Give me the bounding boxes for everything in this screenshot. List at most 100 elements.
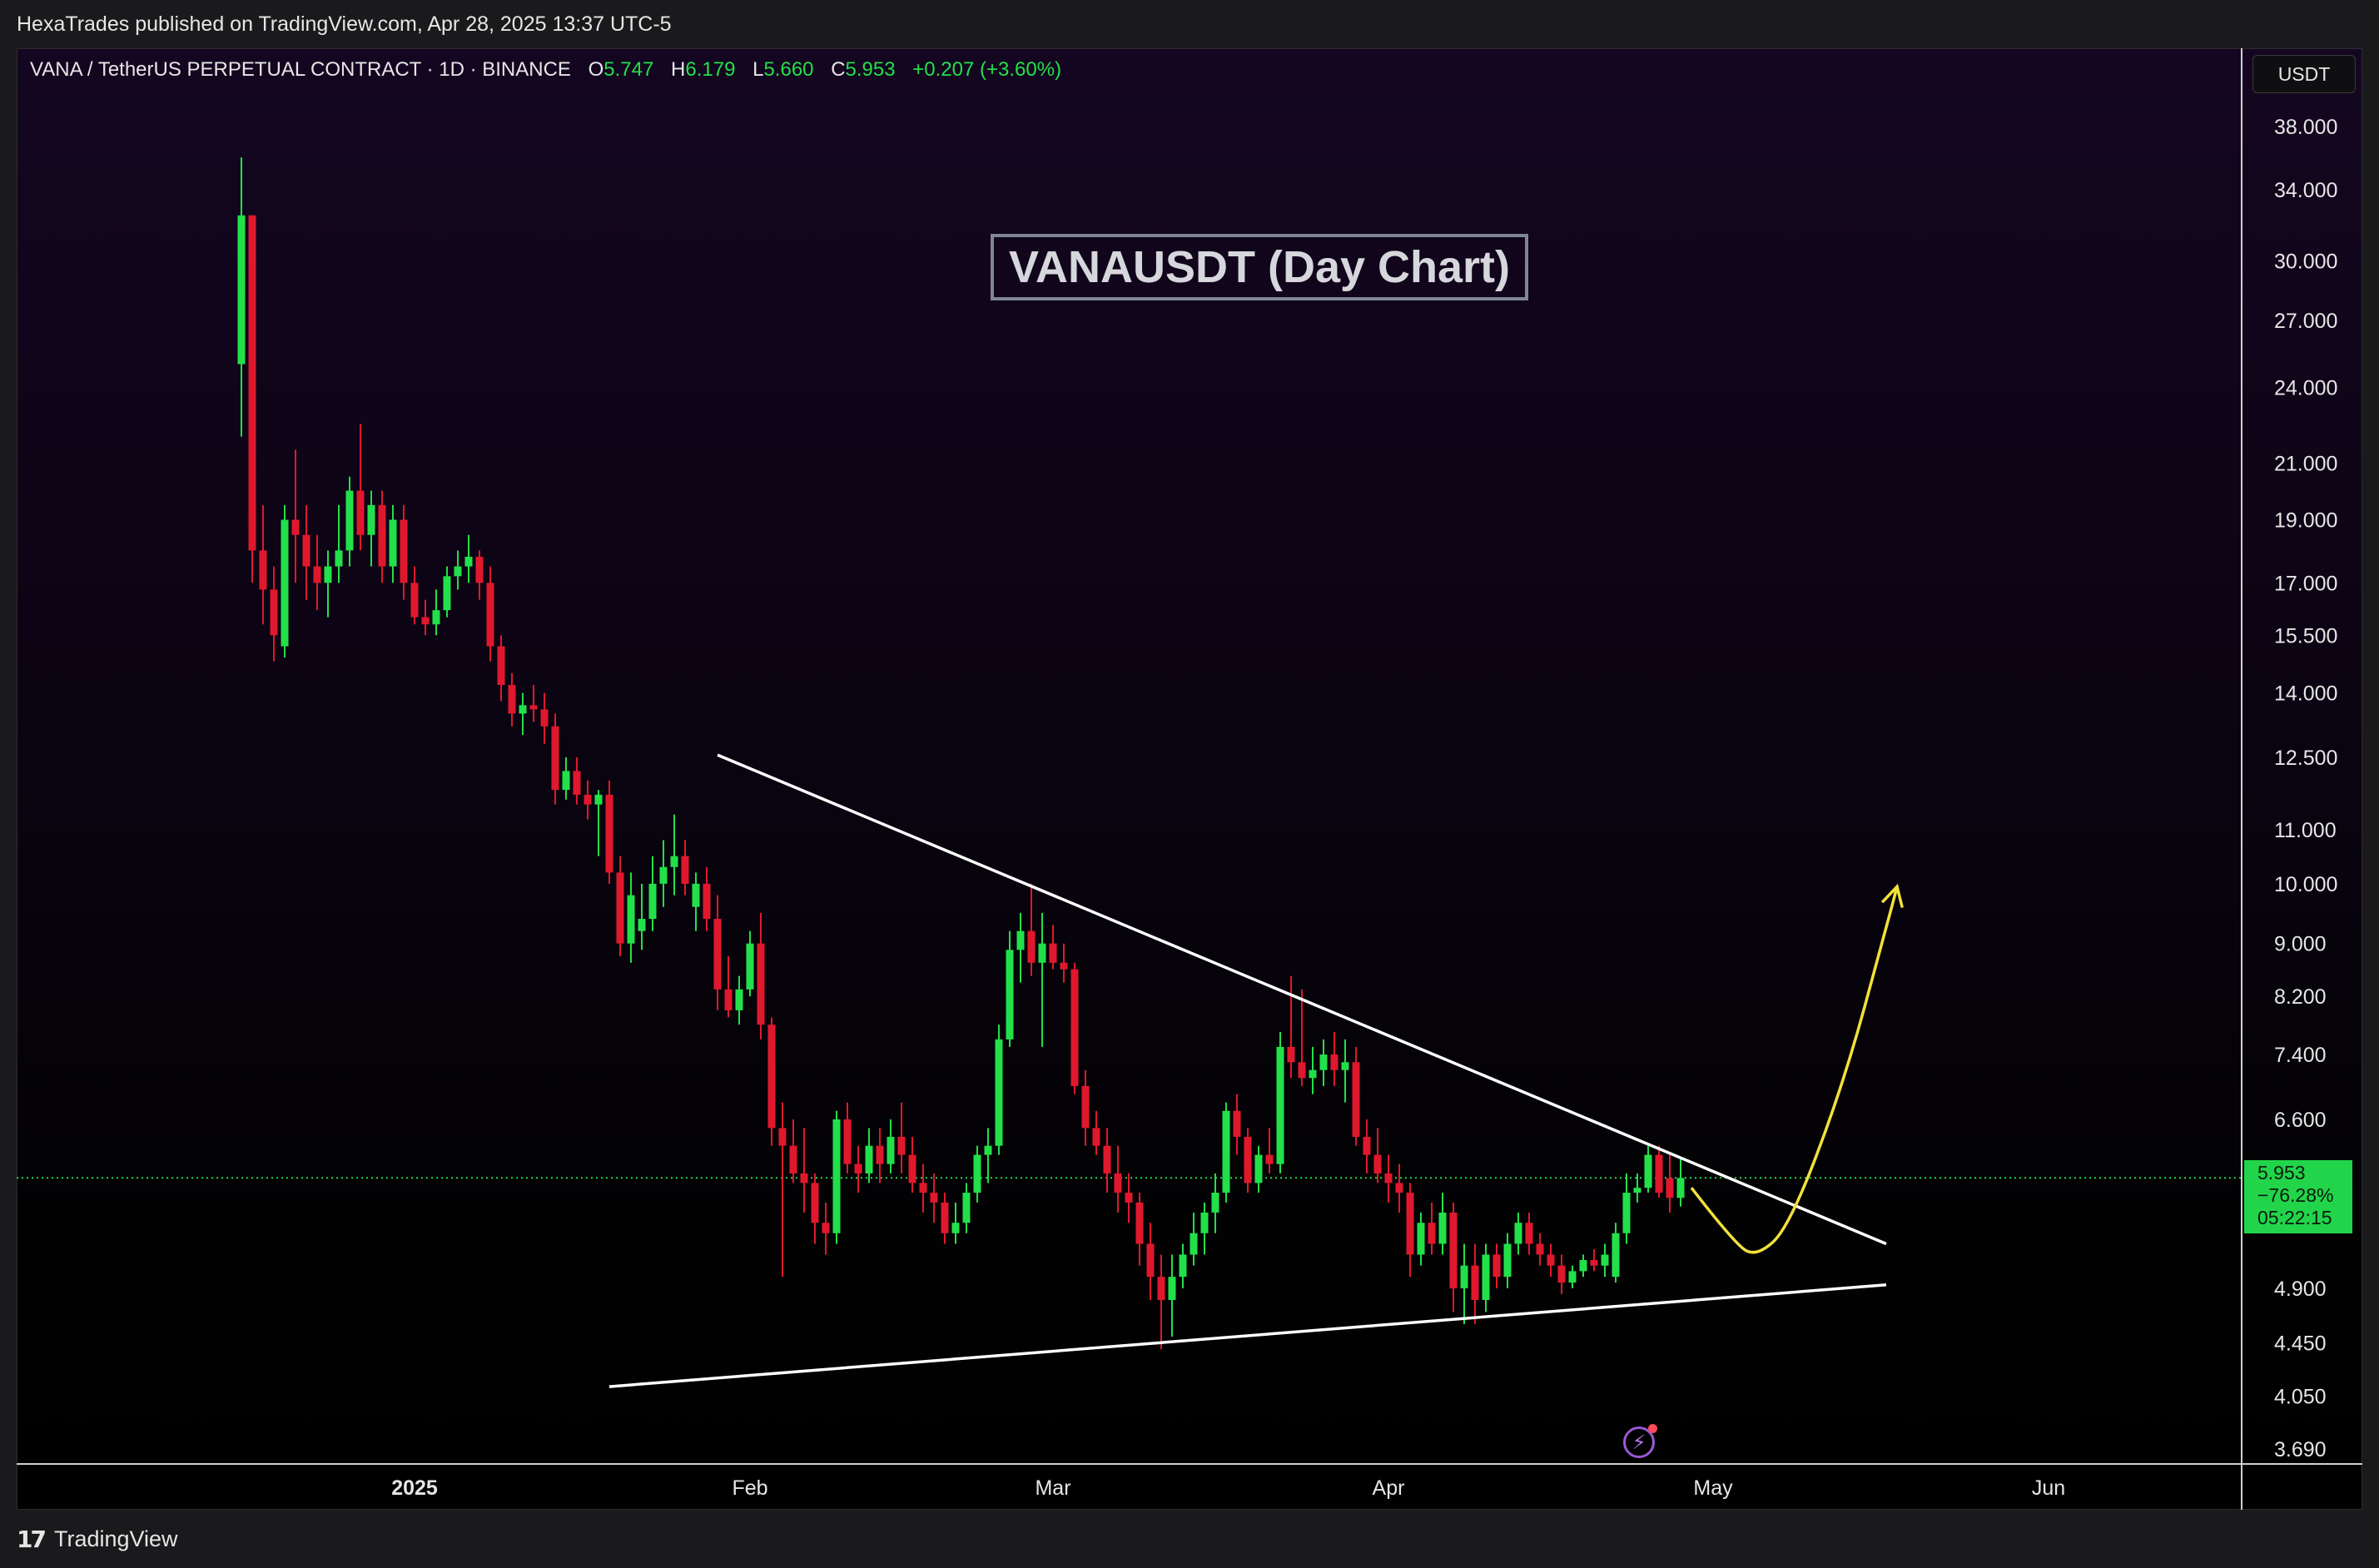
candle — [1601, 1243, 1609, 1278]
candle — [551, 713, 559, 805]
candle-body — [1157, 1277, 1165, 1300]
candle-body — [1666, 1178, 1674, 1198]
candle — [984, 1128, 992, 1183]
chart-pane[interactable] — [17, 48, 2362, 1510]
candle-body — [443, 576, 451, 611]
candle-body — [1049, 943, 1057, 963]
candle — [670, 814, 678, 896]
candlestick-chart[interactable]: 38.000 34.000 30.000 27.000 24.000 21.000 19.0… — [17, 48, 2362, 1510]
candle — [681, 840, 689, 896]
candle-body — [1190, 1233, 1198, 1255]
candle — [270, 566, 278, 662]
candle — [1525, 1212, 1533, 1255]
candle-body — [767, 1025, 776, 1129]
last-change-value: −76.28% — [2257, 1184, 2334, 1206]
candle — [919, 1164, 927, 1213]
symbol-label[interactable]: VANA / TetherUS PERPETUAL CONTRACT · 1D … — [30, 58, 571, 81]
candle — [519, 692, 527, 736]
candle — [1114, 1145, 1122, 1213]
candle-body — [865, 1145, 873, 1174]
candle-body — [1298, 1062, 1306, 1079]
candle-body — [746, 943, 754, 990]
candle-body — [1060, 962, 1068, 970]
candle — [832, 1110, 841, 1244]
candle-body — [400, 519, 408, 583]
candle-body — [951, 1223, 960, 1233]
trendlines — [608, 753, 1887, 1388]
candle — [908, 1136, 916, 1193]
candle — [259, 504, 267, 625]
open-value: 5.747 — [603, 58, 654, 81]
chart-title-annotation[interactable]: VANAUSDT (Day Chart) — [991, 234, 1528, 300]
candle-body — [897, 1136, 906, 1155]
price-tick-label: 27.000 — [2274, 310, 2337, 333]
price-tick-label: 30.000 — [2274, 250, 2337, 273]
candle — [887, 1119, 895, 1174]
candle — [529, 684, 538, 722]
candle-body — [389, 519, 397, 567]
candle-body — [378, 504, 386, 567]
currency-selector[interactable]: USDT — [2252, 55, 2356, 93]
candle-body — [995, 1039, 1003, 1146]
candle-body — [519, 705, 527, 714]
candle — [1168, 1254, 1176, 1337]
time-tick-label: 2025 — [391, 1476, 438, 1500]
candle — [854, 1145, 862, 1193]
candle — [1081, 1069, 1090, 1146]
candle — [475, 550, 484, 600]
candle-body — [1211, 1193, 1219, 1213]
candle — [1676, 1156, 1685, 1207]
candle — [1038, 912, 1046, 1047]
candle-body — [1319, 1054, 1328, 1070]
candle-body — [1601, 1254, 1609, 1266]
candle-body — [1557, 1265, 1566, 1283]
candle — [1070, 962, 1079, 1094]
candle-body — [1417, 1223, 1425, 1255]
candle-body — [1363, 1136, 1371, 1155]
candle — [421, 599, 430, 636]
candle — [1135, 1193, 1144, 1266]
candle-body — [1006, 950, 1014, 1040]
candles — [237, 157, 1685, 1350]
price-tick-label: 19.000 — [2274, 509, 2337, 533]
candle — [1330, 1031, 1338, 1086]
candle — [1254, 1145, 1263, 1193]
candle-body — [1222, 1110, 1230, 1193]
tradingview-logo[interactable]: 17 TradingView — [17, 1526, 178, 1553]
candle-body — [854, 1164, 862, 1174]
candle — [1612, 1223, 1620, 1283]
candle-body — [692, 883, 700, 907]
candle — [443, 566, 451, 618]
projection-curve — [1690, 886, 1899, 1254]
candle — [811, 1173, 819, 1244]
candle — [1352, 1046, 1360, 1146]
candle — [1373, 1128, 1382, 1183]
candle-body — [486, 583, 494, 647]
close-value: 5.953 — [845, 58, 896, 81]
candle-body — [324, 566, 332, 583]
candle-body — [356, 490, 365, 535]
candle — [1460, 1243, 1468, 1324]
candle-body — [1428, 1223, 1436, 1244]
candle-body — [1038, 943, 1046, 963]
candle-body — [1016, 930, 1025, 950]
time-tick-label: May — [1693, 1476, 1733, 1500]
price-axis: 38.000 34.000 30.000 27.000 24.000 21.000 19.0… — [2274, 116, 2337, 1461]
candle — [1211, 1173, 1219, 1233]
publisher-bar: HexaTrades published on TradingView.com,… — [0, 0, 2379, 48]
candle-body — [778, 1128, 787, 1146]
price-tick-label: 4.450 — [2274, 1332, 2327, 1356]
candle-body — [1135, 1202, 1144, 1244]
candle — [367, 490, 375, 567]
candle-body — [281, 519, 289, 647]
candle-body — [237, 215, 246, 365]
price-tick-label: 24.000 — [2274, 376, 2337, 399]
candle — [1341, 1039, 1349, 1103]
candle-body — [540, 709, 549, 727]
candle — [627, 872, 635, 963]
candle — [356, 424, 365, 551]
candle-body — [594, 794, 603, 805]
candle-body — [1200, 1212, 1209, 1233]
lightning-icon[interactable]: ⚡ — [1623, 1424, 1657, 1458]
candle-body — [421, 617, 430, 625]
